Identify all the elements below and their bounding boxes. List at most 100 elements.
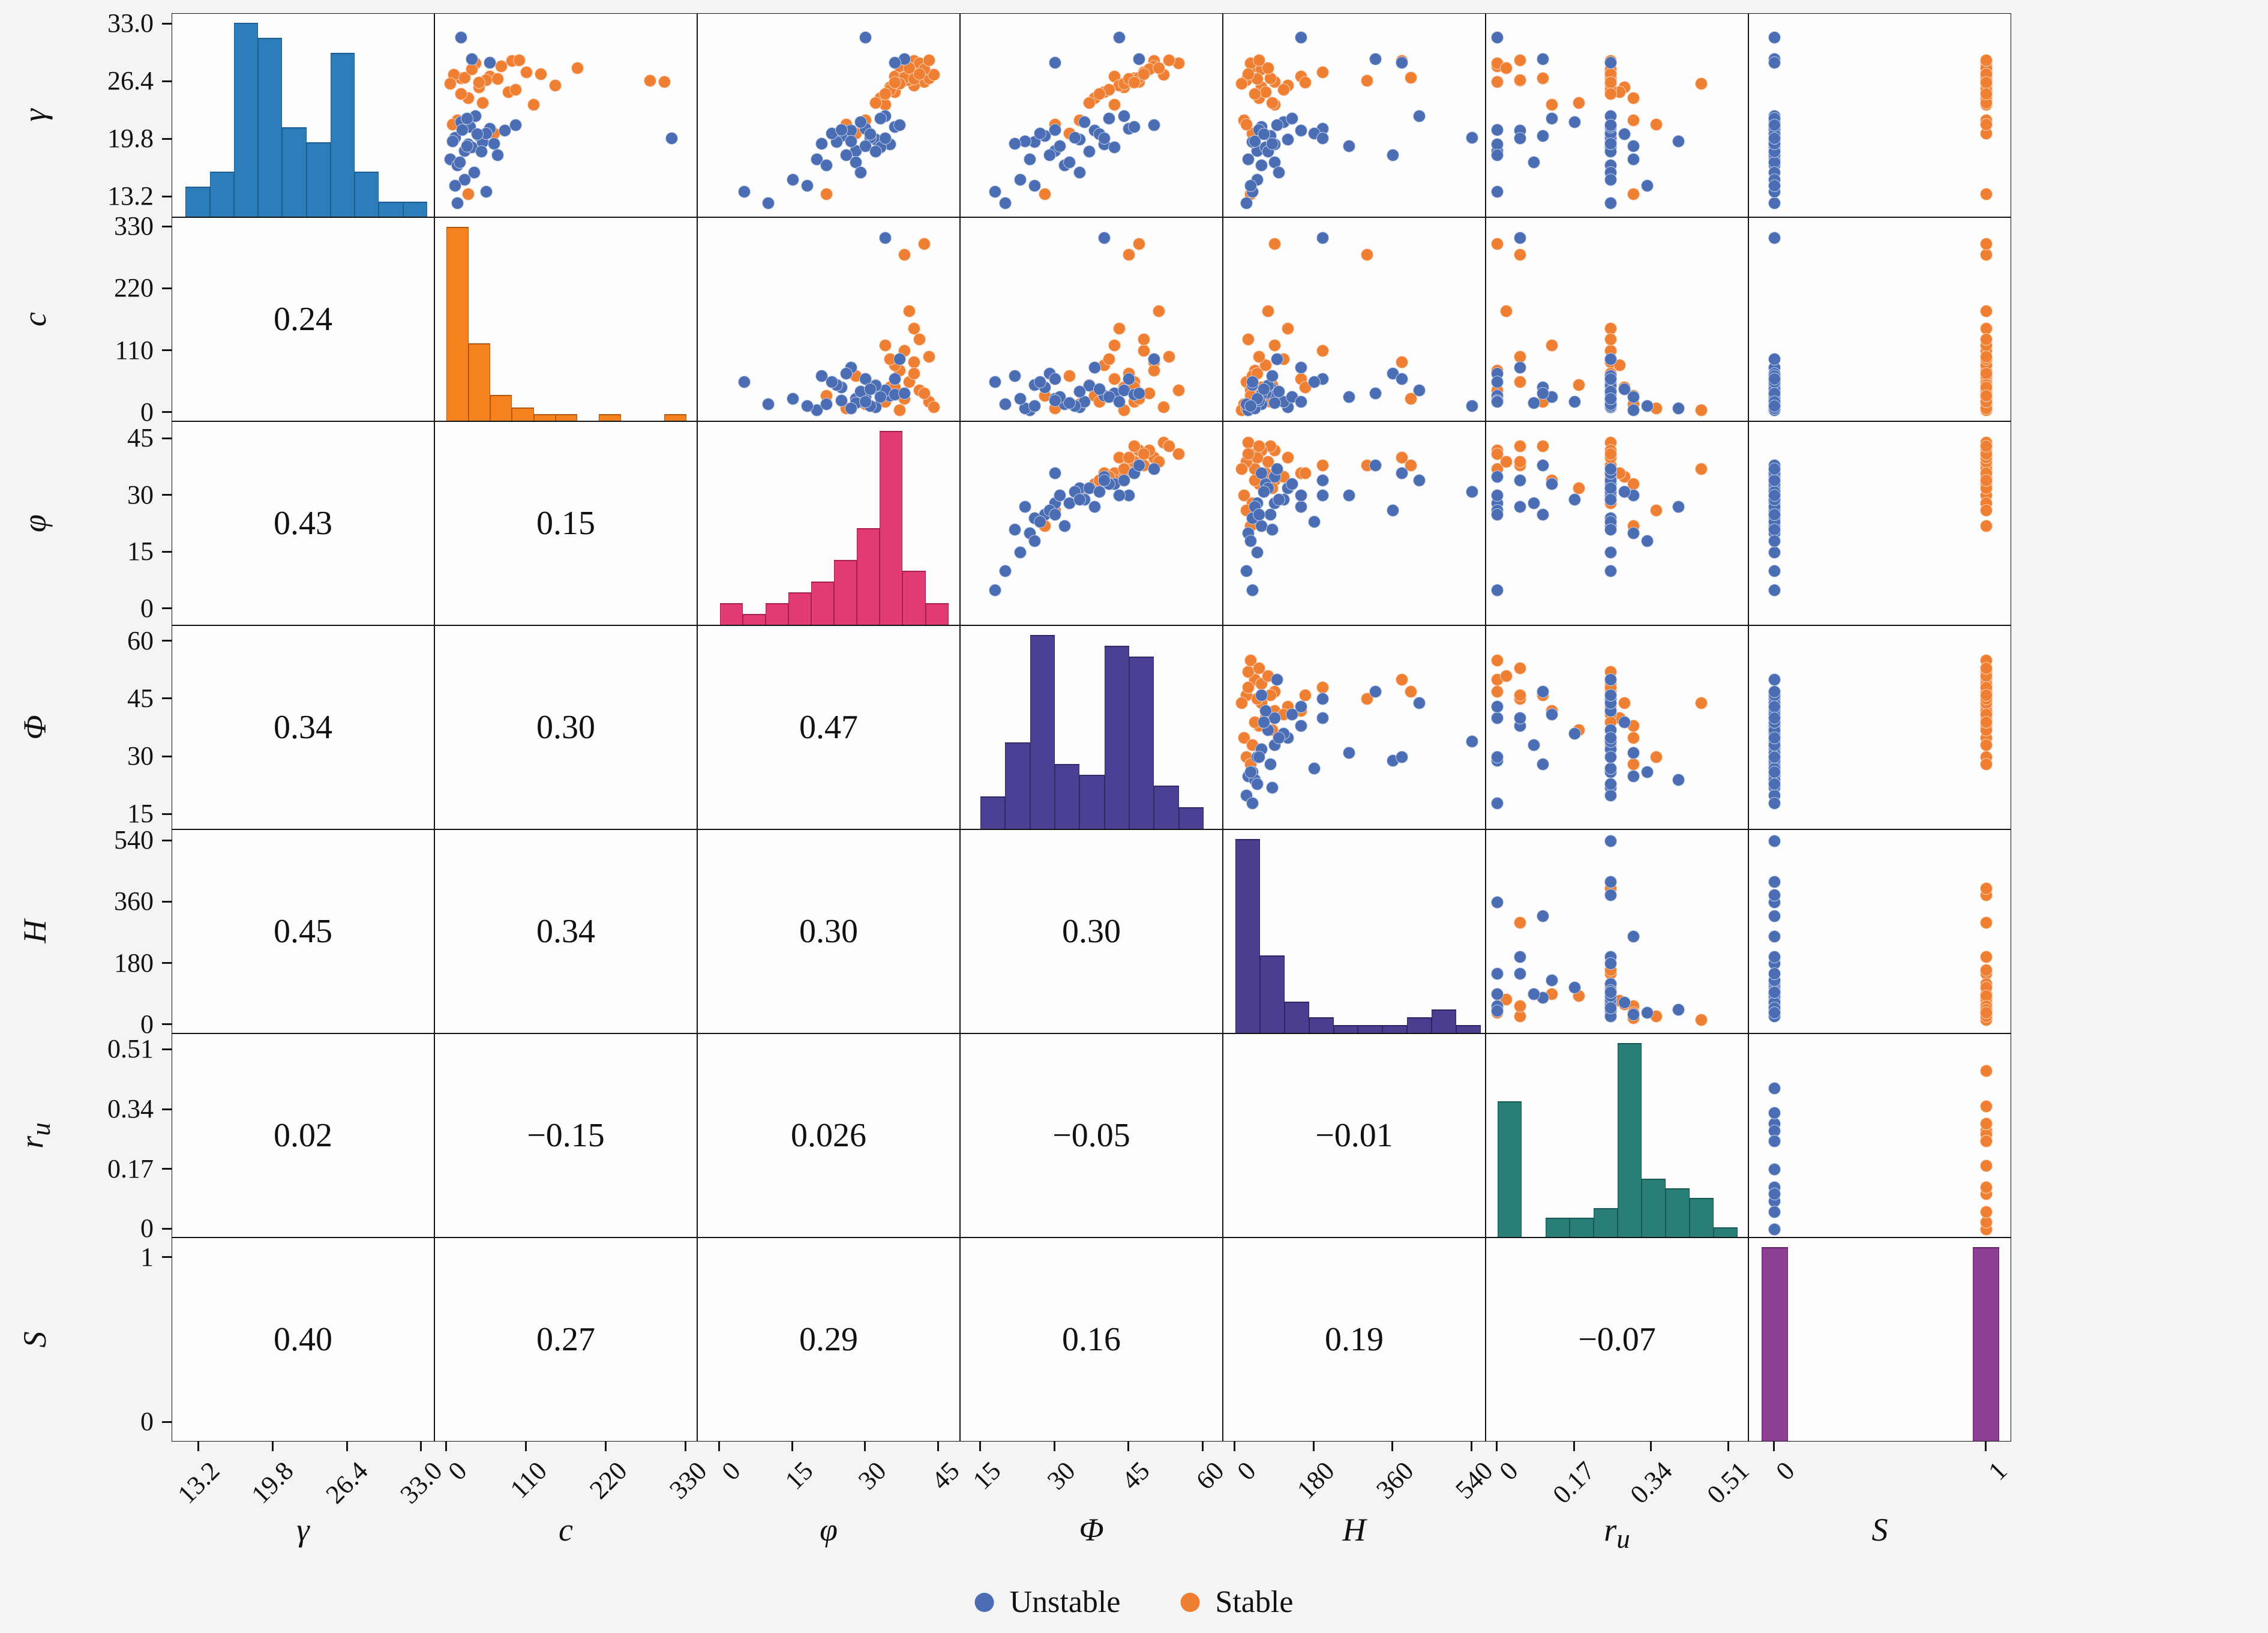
hist-bar-c	[512, 407, 534, 421]
correlation-value: 0.29	[799, 1321, 858, 1358]
scatter-point	[1253, 53, 1266, 67]
scatter-point	[1262, 61, 1275, 74]
scatter-point	[1768, 796, 1781, 810]
panel-gamma-c	[434, 13, 697, 217]
correlation-value: 0.02	[274, 1117, 332, 1154]
panel-phi-Phi	[960, 421, 1223, 625]
scatter-point	[1618, 128, 1631, 140]
scatter-point	[1058, 519, 1072, 532]
hist-bar-c	[468, 343, 490, 421]
scatter-point	[491, 73, 504, 86]
scatter-point	[1088, 361, 1101, 374]
scatter-point	[1073, 493, 1086, 506]
scatter-point	[1604, 875, 1618, 888]
axis-label-y-c: c	[17, 312, 53, 326]
scatter-point	[1604, 565, 1618, 578]
scatter-point	[737, 375, 751, 388]
scatter-point	[1768, 1163, 1781, 1176]
scatter-point	[1073, 385, 1086, 398]
scatter-point	[1316, 474, 1330, 487]
x-tick-mark	[1127, 1442, 1130, 1451]
x-tick-label: 15	[779, 1455, 819, 1496]
scatter-point	[1768, 31, 1781, 44]
scatter-point	[1604, 750, 1618, 763]
scatter-point	[878, 88, 892, 101]
scatter-point	[1396, 355, 1409, 368]
scatter-point	[1281, 322, 1294, 335]
scatter-point	[820, 188, 833, 201]
scatter-point	[1153, 305, 1166, 318]
x-tick-mark	[1391, 1442, 1394, 1451]
scatter-point	[466, 53, 479, 66]
scatter-point	[1980, 248, 1993, 262]
correlation-value: 0.34	[274, 709, 332, 746]
scatter-point	[1640, 766, 1654, 779]
scatter-point	[1103, 112, 1116, 125]
hist-bar-gamma	[306, 142, 331, 217]
scatter-point	[453, 155, 466, 169]
scatter-point	[1162, 440, 1175, 453]
scatter-point	[1500, 61, 1513, 74]
panel-ru-phi: 0.026	[697, 1033, 960, 1238]
scatter-point	[1118, 474, 1131, 487]
scatter-point	[1153, 61, 1166, 74]
scatter-point	[1108, 98, 1121, 111]
scatter-point	[1568, 395, 1581, 408]
scatter-point	[1053, 489, 1066, 502]
y-tick-mark	[162, 137, 172, 140]
scatter-point	[1273, 493, 1286, 506]
axis-label-y-S: S	[17, 1331, 53, 1348]
correlation-value: 0.026	[791, 1117, 866, 1154]
scatter-point	[1009, 523, 1022, 536]
x-tick-mark	[420, 1442, 422, 1451]
scatter-point	[1768, 1205, 1781, 1218]
x-tick-mark	[445, 1442, 447, 1451]
x-tick-mark	[524, 1442, 527, 1451]
panel-S-c: 0.27	[434, 1238, 697, 1442]
scatter-point	[1573, 96, 1586, 109]
scatter-point	[815, 137, 829, 150]
y-tick-mark	[162, 195, 172, 197]
scatter-point	[1627, 92, 1640, 105]
scatter-point	[1514, 132, 1527, 145]
panel-ru-c: −0.15	[434, 1033, 697, 1238]
x-tick-mark	[1312, 1442, 1315, 1451]
scatter-point	[1157, 401, 1171, 414]
scatter-point	[1268, 237, 1282, 250]
hist-bar-gamma	[282, 127, 307, 217]
panel-ru-Phi: −0.05	[960, 1033, 1223, 1238]
x-tick-mark	[1496, 1442, 1498, 1451]
x-tick-label: 60	[1190, 1455, 1230, 1496]
scatter-point	[1768, 986, 1781, 999]
y-tick-mark	[162, 607, 172, 610]
x-tick-label: 26.4	[320, 1455, 374, 1509]
scatter-point	[1527, 396, 1540, 409]
scatter-point	[1244, 400, 1257, 413]
hist-bar-ru	[1666, 1188, 1690, 1237]
x-tick-label: 0.17	[1547, 1455, 1601, 1509]
scatter-point	[1980, 389, 1993, 403]
scatter-point	[1257, 485, 1270, 498]
scatter-point	[1514, 73, 1527, 86]
scatter-point	[1768, 489, 1781, 502]
scatter-point	[1768, 179, 1781, 192]
scatter-point	[1286, 478, 1299, 491]
scatter-point	[473, 76, 486, 89]
x-tick-label: 19.8	[245, 1455, 299, 1509]
scatter-point	[460, 112, 473, 125]
scatter-point	[1640, 1006, 1654, 1020]
scatter-point	[1264, 508, 1277, 521]
y-tick-label: 1	[140, 1242, 154, 1272]
scatter-point	[845, 401, 857, 415]
scatter-point	[1546, 98, 1558, 111]
x-tick-mark	[937, 1442, 939, 1451]
scatter-point	[1253, 350, 1266, 363]
scatter-point	[1108, 373, 1121, 386]
scatter-point	[874, 112, 887, 125]
scatter-point	[1768, 546, 1781, 559]
scatter-point	[1123, 451, 1136, 465]
panel-Phi-H	[1223, 625, 1486, 829]
scatter-point	[1627, 188, 1640, 201]
hist-bar-Phi	[1030, 635, 1055, 829]
scatter-point	[1604, 448, 1618, 461]
